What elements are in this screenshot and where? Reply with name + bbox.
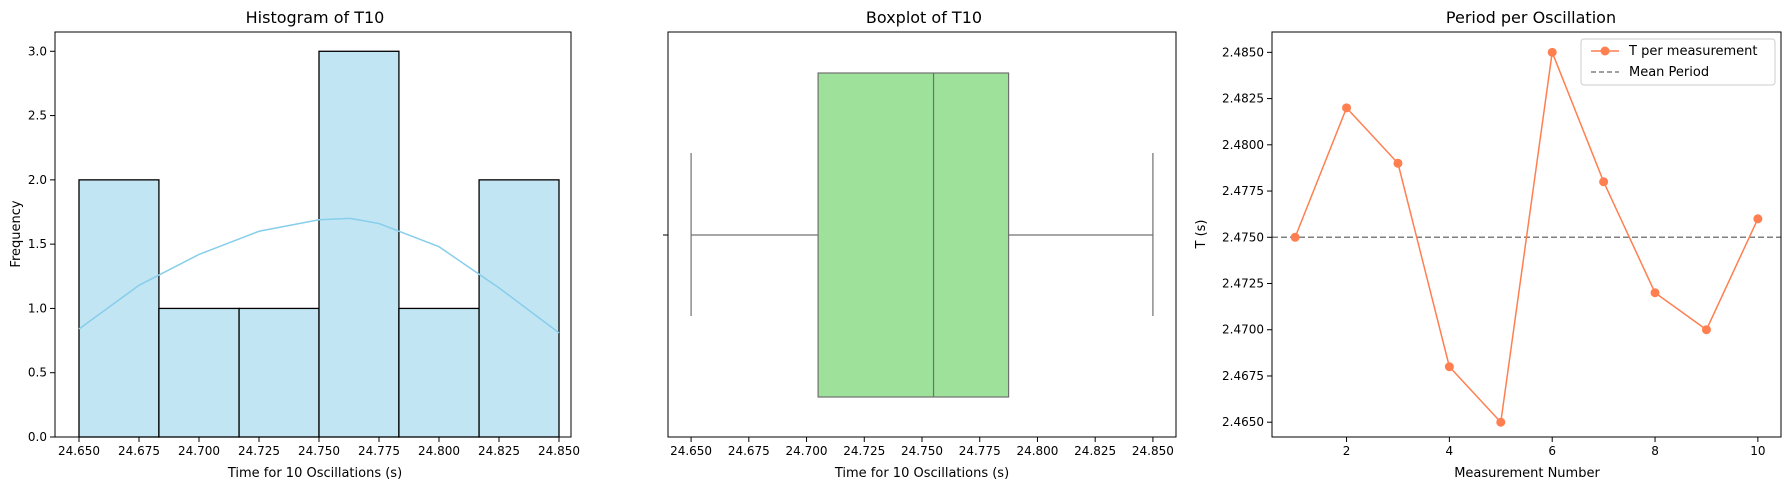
period-data-point [1393,158,1403,168]
histogram-y-tick-label: 3.0 [28,44,47,58]
line-y-tick-label: 2.4650 [1222,415,1264,429]
histogram-x-tick-label: 24.775 [358,444,400,458]
histogram-axes-frame [54,31,572,438]
boxplot-x-tick-label: 24.700 [786,444,828,458]
boxplot-x-label: Time for 10 Oscillations (s) [834,466,1009,481]
histogram-y-tick-label: 1.5 [28,237,47,251]
line-y-tick-label: 2.4750 [1222,230,1264,244]
line-panel: Period per Oscillation 2 4 6 8 10 2.46502.46… [1194,8,1782,481]
legend-mean-label: Mean Period [1629,65,1709,80]
histogram-x-tick-label: 24.825 [478,444,520,458]
histogram-title: Histogram of T10 [246,8,385,27]
histogram-y-tick-label: 2.5 [28,109,47,123]
line-marks [1272,47,1781,427]
line-y-tick-label: 2.4800 [1222,138,1264,152]
histogram-bar [238,307,320,438]
line-x-tick-label: 4 [1446,444,1454,458]
line-title: Period per Oscillation [1446,8,1616,27]
line-y-tick-label: 2.4825 [1222,92,1264,106]
boxplot-x-ticks: 24.650 24.675 24.700 24.725 24.750 24.775 24.8… [670,437,1174,458]
histogram-y-tick-label: 2.0 [28,173,47,187]
histogram-x-tick-label: 24.800 [418,444,460,458]
period-data-point [1650,288,1660,298]
histogram-y-label: Frequency [9,200,24,267]
boxplot-x-tick-label: 24.850 [1132,444,1174,458]
line-y-tick-label: 2.4725 [1222,277,1264,291]
legend-series-label: T per measurement [1628,44,1758,59]
line-x-tick-label: 2 [1343,444,1351,458]
boxplot-x-tick-label: 24.725 [843,444,885,458]
histogram-x-tick-label: 24.700 [178,444,220,458]
line-y-tick-label: 2.4700 [1222,323,1264,337]
line-y-label: T (s) [1194,220,1209,250]
boxplot-marks [690,72,1154,398]
histogram-y-ticks: 0.0 0.5 1.0 1.5 2.0 2.5 3.0 [28,44,55,444]
line-y-tick-label: 2.4675 [1222,369,1264,383]
histogram-bar [318,50,400,438]
histogram-bar [158,307,240,438]
line-axes-frame [1271,31,1782,438]
boxplot-x-tick-label: 24.800 [1016,444,1058,458]
line-x-tick-label: 8 [1651,444,1659,458]
histogram-kde-curve [78,217,560,334]
histogram-y-tick-label: 0.5 [28,366,47,380]
boxplot-x-tick-label: 24.775 [959,444,1001,458]
legend-series-marker [1600,46,1610,56]
line-y-ticks: 2.4650 2.4675 2.4700 2.4725 2.4750 2.4775 2.48… [1222,45,1272,429]
period-data-point [1547,47,1557,57]
histogram-x-tick-label: 24.650 [58,444,100,458]
histogram-y-tick-label: 0.0 [28,430,47,444]
period-data-point [1599,177,1609,187]
period-data-point [1342,103,1352,113]
period-data-point [1444,362,1454,372]
histogram-x-tick-label: 24.850 [538,444,580,458]
histogram-bar [478,179,560,438]
histogram-y-tick-label: 1.0 [28,301,47,315]
histogram-bar [398,307,480,438]
line-x-tick-label: 10 [1750,444,1765,458]
period-data-point [1753,214,1763,224]
line-y-tick-label: 2.4850 [1222,45,1264,59]
histogram-marks [78,50,560,438]
line-legend: T per measurement Mean Period [1580,38,1776,86]
line-y-tick-label: 2.4775 [1222,184,1264,198]
histogram-bar [78,179,160,438]
period-data-point [1701,325,1711,335]
boxplot-x-tick-label: 24.750 [901,444,943,458]
histogram-x-tick-label: 24.750 [298,444,340,458]
line-x-label: Measurement Number [1454,466,1600,481]
legend-box [1580,38,1776,86]
histogram-x-tick-label: 24.725 [238,444,280,458]
boxplot-box [817,72,1010,398]
period-data-point [1496,417,1506,427]
line-x-tick-label: 6 [1548,444,1556,458]
boxplot-title: Boxplot of T10 [866,8,982,27]
histogram-x-label: Time for 10 Oscillations (s) [227,466,402,481]
period-series-line [1294,49,1759,424]
boxplot-panel: Boxplot of T10 24.650 24.675 24.700 24.725 2… [663,8,1177,481]
boxplot-x-tick-label: 24.825 [1074,444,1116,458]
boxplot-x-tick-label: 24.650 [670,444,712,458]
line-x-ticks: 2 4 6 8 10 [1343,437,1766,458]
histogram-x-ticks: 24.650 24.675 24.700 24.725 24.750 24.775 24.8… [58,437,580,458]
histogram-x-tick-label: 24.675 [118,444,160,458]
boxplot-x-tick-label: 24.675 [728,444,770,458]
histogram-panel: Histogram of T10 24.650 24.675 24.700 24.72… [9,8,580,481]
period-data-point [1290,232,1300,242]
